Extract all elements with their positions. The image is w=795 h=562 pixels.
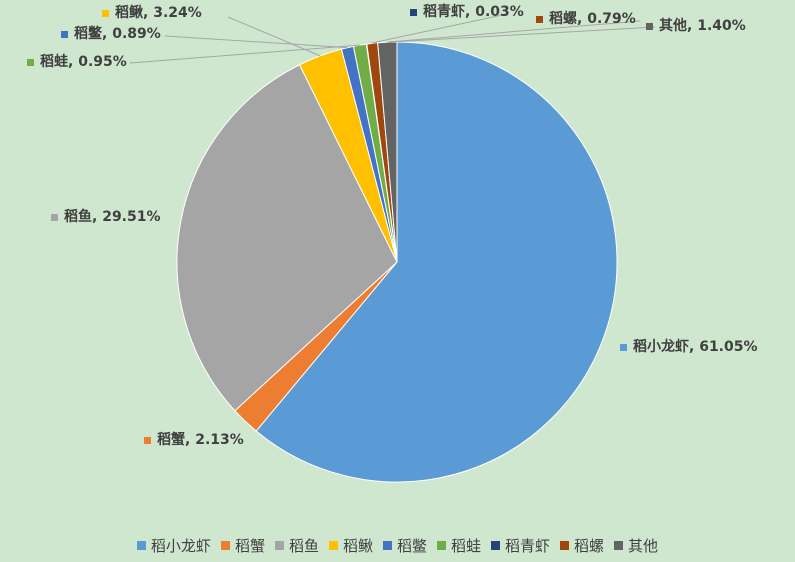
label-value: 2.13% [185,431,244,449]
legend-swatch [382,541,392,550]
label-value: 0.03% [465,3,524,21]
leader-line [129,44,360,64]
label-category: 稻青虾 [423,4,465,20]
legend-label: 稻螺 [574,537,605,555]
label-category: 稻蛙 [40,54,68,70]
legend-swatch [614,541,624,550]
label-marker [27,58,34,66]
legend-item: 稻螺 [560,535,604,556]
data-label: 稻鱼29.51% [51,208,161,226]
pie-slice [255,41,618,483]
legend-item: 稻青虾 [491,535,550,556]
legend-item: 稻蟹 [220,535,265,556]
label-marker [410,8,417,16]
data-label: 其他1.40% [646,17,746,35]
label-marker [536,15,543,23]
legend-label: 稻蟹 [234,537,265,555]
leader-line [164,35,348,49]
data-label: 稻螺0.79% [536,10,636,28]
legend-swatch [220,541,230,550]
legend-label: 稻鱼 [288,537,319,555]
label-category: 稻鳖 [74,26,102,42]
label-value: 0.89% [102,25,161,43]
data-label: 稻鳖0.89% [61,25,161,43]
legend-label: 稻鳖 [396,537,427,555]
legend-swatch [560,541,570,550]
label-category: 稻鳅 [115,5,143,21]
legend-swatch [328,541,338,550]
label-value: 0.95% [68,53,127,71]
legend-label: 其他 [628,537,659,555]
legend-label: 稻鳅 [342,537,373,555]
legend-swatch [274,541,284,550]
leader-line [227,16,321,57]
label-value: 29.51% [92,208,160,226]
legend-item: 其他 [614,535,658,556]
legend-item: 稻小龙虾 [136,535,211,556]
label-marker [61,30,68,38]
legend-swatch [136,541,146,550]
label-value: 1.40% [687,17,746,35]
legend-item: 稻鱼 [274,535,319,556]
legend-swatch [437,541,446,550]
label-marker [102,9,109,17]
legend-label: 稻小龙虾 [150,537,211,555]
legend-item: 稻蛙 [437,535,481,556]
legend: 稻小龙虾 稻蟹 稻鱼 稻鳅 稻鳖 稻蛙 稻青虾 稻螺 其他 [0,535,795,556]
label-category: 稻鱼 [64,209,92,225]
label-value: 0.79% [577,10,636,28]
label-value: 61.05% [689,338,757,356]
legend-item: 稻鳅 [328,535,373,556]
data-label: 稻蟹2.13% [144,431,244,449]
legend-item: 稻鳖 [382,535,427,556]
label-marker [144,436,151,444]
leader-line [387,26,656,43]
label-marker [646,22,653,30]
data-label: 稻小龙虾61.05% [620,338,758,356]
legend-label: 稻蛙 [451,537,482,555]
label-category: 其他 [659,18,687,34]
legend-swatch [491,541,501,550]
label-marker [51,213,58,221]
legend-label: 稻青虾 [505,537,551,555]
label-value: 3.24% [143,4,202,22]
label-category: 稻小龙虾 [633,339,689,355]
data-label: 稻蛙0.95% [27,53,127,71]
data-label: 稻鳅3.24% [102,4,202,22]
label-marker [620,343,627,351]
data-label: 稻青虾0.03% [410,3,524,21]
label-category: 稻蟹 [157,432,185,448]
label-category: 稻螺 [549,11,577,27]
